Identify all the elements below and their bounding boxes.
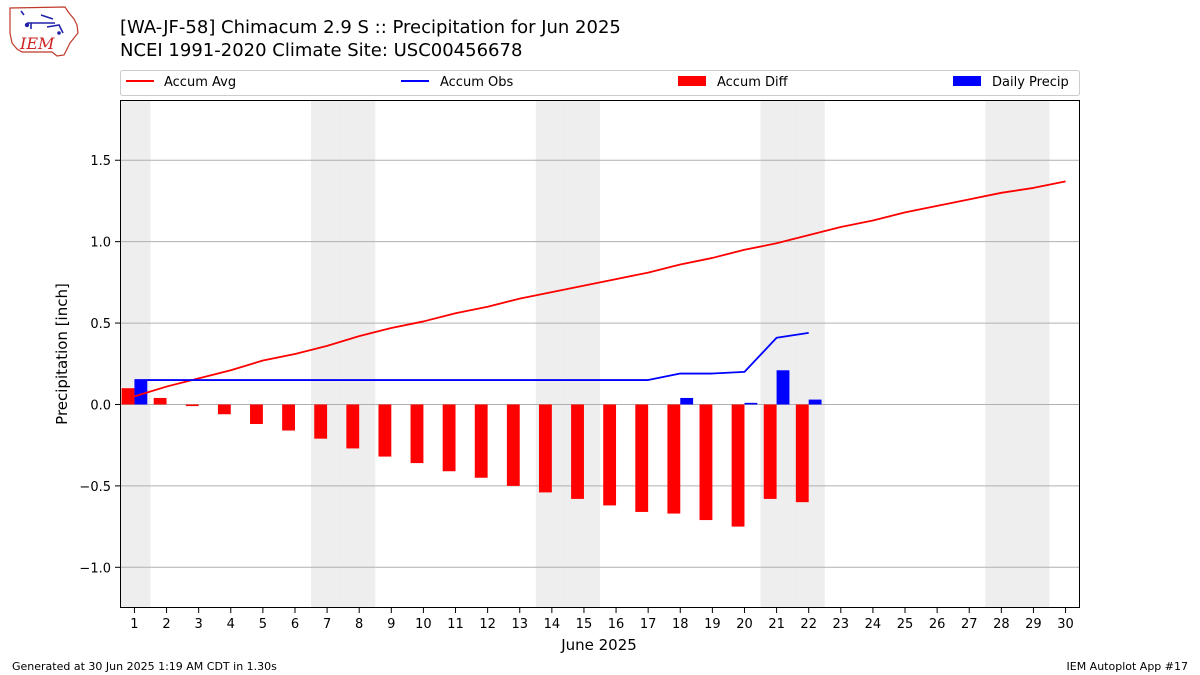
x-tick-label: 28 [993, 617, 1010, 632]
daily-precip-bar [680, 397, 694, 405]
x-tick-label: 15 [576, 617, 593, 632]
plot-frame [120, 100, 1080, 608]
x-tick-label: 17 [640, 617, 657, 632]
accum-diff-bar [603, 404, 617, 506]
legend-daily-swatch [953, 76, 981, 86]
x-tick-label: 21 [768, 617, 785, 632]
y-tick-label: 0.0 [90, 398, 111, 413]
weekend-shade [792, 100, 825, 608]
x-tick-label: 1 [130, 617, 138, 632]
legend-box [120, 70, 1080, 96]
accum-diff-bar [378, 404, 392, 457]
weekend-shade [311, 100, 344, 608]
x-tick-label: 11 [447, 617, 464, 632]
accum-diff-bar [250, 404, 263, 425]
x-tick-label: 4 [227, 617, 235, 632]
legend-diff-label: Accum Diff [717, 75, 789, 90]
x-tick-label: 24 [865, 617, 882, 632]
x-tick-label: 27 [961, 617, 978, 632]
accum-diff-bar [282, 404, 295, 431]
x-tick-label: 26 [929, 617, 946, 632]
iem-logo-graphic: IEM [9, 6, 79, 57]
x-tick-label: 22 [800, 617, 817, 632]
weekend-shade [567, 100, 600, 608]
accum-diff-bar [346, 404, 360, 449]
x-tick-label: 5 [259, 617, 267, 632]
footer-generated-text: Generated at 30 Jun 2025 1:19 AM CDT in … [12, 660, 277, 673]
y-tick-label: 0.5 [90, 317, 111, 332]
accum-diff-bar [314, 404, 328, 439]
x-tick-label: 13 [511, 617, 528, 632]
x-tick-label: 7 [323, 617, 331, 632]
weekend-shade [535, 100, 568, 608]
legend-diff-swatch [678, 76, 706, 86]
accum-diff-bar [474, 404, 488, 478]
daily-precip-bar [744, 402, 758, 405]
legend-obs-label: Accum Obs [440, 75, 513, 90]
iem-logo: IEM [7, 5, 81, 63]
accum-diff-bar [506, 404, 520, 486]
accum-diff-bar [538, 404, 552, 493]
accum-diff-bar [442, 404, 456, 472]
x-tick-label: 12 [479, 617, 496, 632]
accum-diff-bar [121, 388, 135, 405]
accum-diff-bar [699, 404, 713, 521]
accum-diff-bar [410, 404, 424, 464]
iem-logo-text: IEM [19, 34, 55, 53]
chart-subtitle: NCEI 1991-2020 Climate Site: USC00456678 [120, 40, 523, 61]
daily-precip-bar [134, 380, 148, 405]
accum-diff-bar [667, 404, 681, 514]
x-tick-label: 6 [291, 617, 299, 632]
chart-title: [WA-JF-58] Chimacum 2.9 S :: Precipitati… [120, 17, 621, 38]
x-tick-label: 18 [672, 617, 689, 632]
footer-app-text: IEM Autoplot App #17 [1066, 660, 1189, 673]
accum-diff-bar [731, 404, 745, 527]
x-tick-label: 14 [544, 617, 561, 632]
y-tick-label: 1.5 [90, 154, 111, 169]
x-tick-label: 30 [1057, 617, 1074, 632]
x-tick-label: 25 [897, 617, 914, 632]
x-tick-label: 8 [355, 617, 363, 632]
y-tick-label: 1.0 [90, 236, 111, 251]
x-tick-label: 10 [415, 617, 432, 632]
daily-precip-bar [808, 399, 822, 405]
x-tick-label: 23 [833, 617, 850, 632]
weekend-shade [343, 100, 376, 608]
accum-obs-line [134, 331, 809, 381]
legend: Accum Avg Accum Obs Accum Diff Daily Pre… [120, 70, 1080, 96]
accum-avg-line [134, 180, 1066, 398]
weekend-shade [120, 100, 151, 608]
weekend-shade [985, 100, 1018, 608]
x-tick-label: 16 [608, 617, 625, 632]
x-tick-label: 20 [736, 617, 753, 632]
x-tick-label: 2 [162, 617, 170, 632]
x-tick-label: 9 [387, 617, 395, 632]
x-tick-label: 3 [195, 617, 203, 632]
y-axis-label: Precipitation [inch] [53, 283, 71, 425]
y-tick-label: −0.5 [79, 480, 111, 495]
accum-diff-bar [795, 404, 809, 503]
legend-daily-label: Daily Precip [992, 75, 1069, 90]
weekend-shade [1017, 100, 1050, 608]
daily-precip-bar [776, 370, 790, 405]
accum-diff-bar [763, 404, 777, 499]
weekend-shade [760, 100, 793, 608]
accum-diff-bar [153, 397, 167, 405]
accum-diff-bar [635, 404, 649, 512]
x-tick-label: 29 [1025, 617, 1042, 632]
y-tick-label: −1.0 [79, 561, 111, 576]
x-axis-label: June 2025 [560, 636, 637, 654]
x-tick-label: 19 [704, 617, 721, 632]
accum-diff-bar [185, 404, 199, 407]
accum-diff-bar [571, 404, 584, 499]
legend-avg-label: Accum Avg [164, 75, 236, 90]
accum-diff-bar [217, 404, 231, 415]
